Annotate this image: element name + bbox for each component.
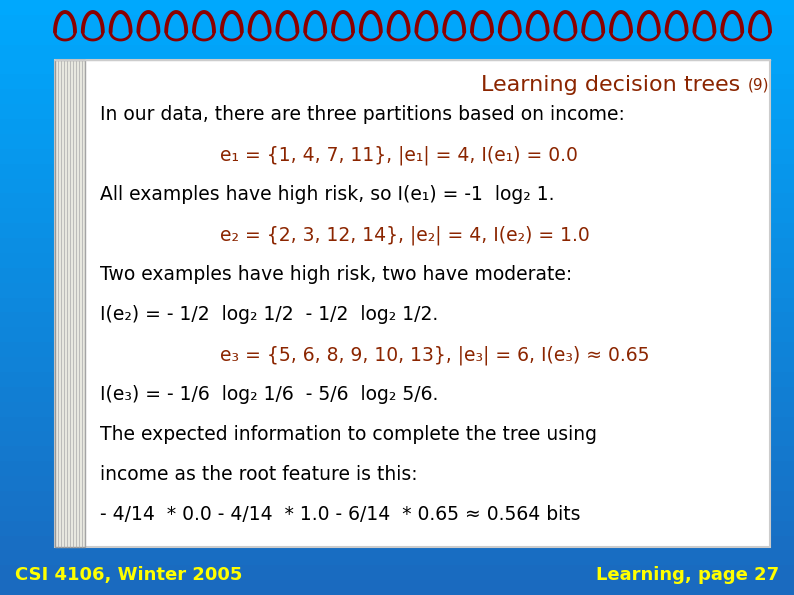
Bar — [0, 506, 794, 521]
Bar — [0, 238, 794, 253]
Bar — [0, 0, 794, 15]
Bar — [0, 342, 794, 357]
Bar — [0, 550, 794, 565]
Bar — [0, 74, 794, 89]
Bar — [0, 253, 794, 268]
Bar — [0, 402, 794, 416]
Bar — [0, 30, 794, 45]
Text: income as the root feature is this:: income as the root feature is this: — [100, 465, 418, 484]
Bar — [0, 134, 794, 149]
Text: All examples have high risk, so I(e₁) = -1  log₂ 1.: All examples have high risk, so I(e₁) = … — [100, 186, 554, 205]
Bar — [0, 536, 794, 550]
Bar — [0, 491, 794, 506]
Text: e₂ = {2, 3, 12, 14}, |e₂| = 4, I(e₂) = 1.0: e₂ = {2, 3, 12, 14}, |e₂| = 4, I(e₂) = 1… — [220, 226, 590, 245]
Bar — [0, 164, 794, 178]
Text: I(e₃) = - 1/6  log₂ 1/6  - 5/6  log₂ 5/6.: I(e₃) = - 1/6 log₂ 1/6 - 5/6 log₂ 5/6. — [100, 386, 438, 405]
Bar — [0, 461, 794, 476]
Text: The expected information to complete the tree using: The expected information to complete the… — [100, 425, 597, 444]
Bar — [55, 60, 85, 547]
Bar — [0, 283, 794, 298]
Text: In our data, there are three partitions based on income:: In our data, there are three partitions … — [100, 105, 625, 124]
Bar — [0, 416, 794, 431]
Bar — [0, 521, 794, 536]
Bar — [0, 298, 794, 312]
Text: e₃ = {5, 6, 8, 9, 10, 13}, |e₃| = 6, I(e₃) ≈ 0.65: e₃ = {5, 6, 8, 9, 10, 13}, |e₃| = 6, I(e… — [220, 345, 649, 365]
Bar — [0, 149, 794, 164]
Text: - 4/14  * 0.0 - 4/14  * 1.0 - 6/14  * 0.65 ≈ 0.564 bits: - 4/14 * 0.0 - 4/14 * 1.0 - 6/14 * 0.65 … — [100, 506, 580, 525]
Bar — [0, 387, 794, 402]
Bar — [0, 104, 794, 119]
Bar — [0, 15, 794, 30]
Bar — [0, 223, 794, 238]
Bar — [0, 357, 794, 372]
Bar — [0, 372, 794, 387]
Bar — [0, 312, 794, 327]
Bar — [0, 565, 794, 580]
Bar — [0, 89, 794, 104]
Bar — [0, 45, 794, 60]
Text: e₁ = {1, 4, 7, 11}, |e₁| = 4, I(e₁) = 0.0: e₁ = {1, 4, 7, 11}, |e₁| = 4, I(e₁) = 0.… — [220, 145, 578, 165]
Bar — [55, 60, 770, 547]
Bar — [0, 119, 794, 134]
Bar — [0, 476, 794, 491]
Text: Learning, page 27: Learning, page 27 — [596, 566, 779, 584]
Bar — [0, 268, 794, 283]
Text: (9): (9) — [748, 77, 769, 92]
Bar — [0, 60, 794, 74]
Bar — [0, 580, 794, 595]
Text: Two examples have high risk, two have moderate:: Two examples have high risk, two have mo… — [100, 265, 572, 284]
Bar — [0, 193, 794, 208]
Bar — [0, 431, 794, 446]
Text: Learning decision trees: Learning decision trees — [480, 75, 740, 95]
Bar — [0, 327, 794, 342]
Bar — [0, 178, 794, 193]
Bar — [0, 208, 794, 223]
Bar — [0, 446, 794, 461]
Text: CSI 4106, Winter 2005: CSI 4106, Winter 2005 — [15, 566, 242, 584]
Text: I(e₂) = - 1/2  log₂ 1/2  - 1/2  log₂ 1/2.: I(e₂) = - 1/2 log₂ 1/2 - 1/2 log₂ 1/2. — [100, 305, 438, 324]
